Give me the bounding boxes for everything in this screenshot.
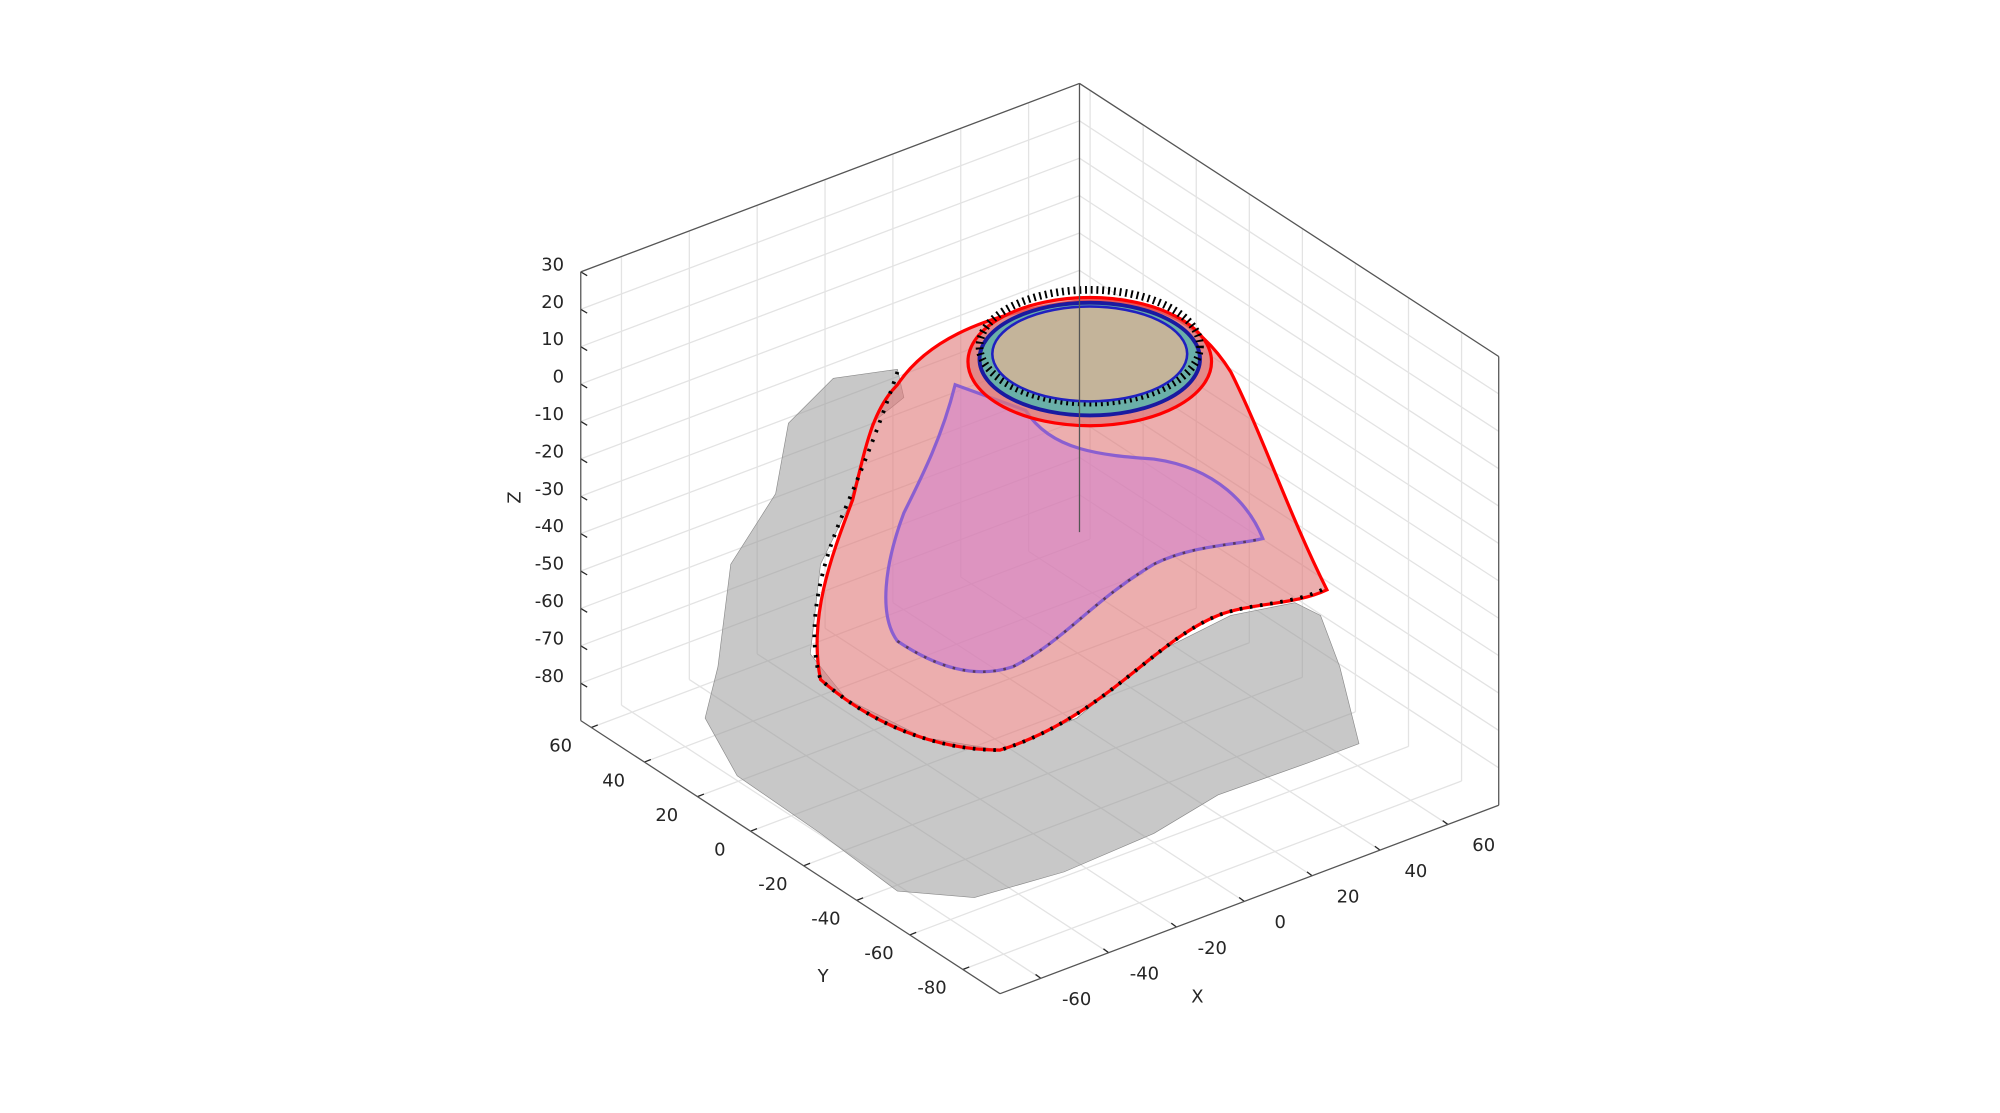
box-edge	[580, 82, 1080, 273]
x-tick-label: 0	[1274, 912, 1285, 933]
y-tick-label: 40	[602, 770, 625, 791]
z-tick	[580, 383, 588, 389]
grid-line	[580, 232, 1080, 423]
terrain-surface	[704, 368, 1360, 898]
z-tick	[580, 346, 588, 352]
z-tick-label: -20	[535, 441, 564, 462]
x-tick	[1306, 871, 1313, 877]
y-tick-label: 20	[655, 805, 678, 826]
y-tick	[697, 793, 705, 798]
z-tick-label: 30	[541, 254, 564, 275]
x-tick	[1238, 897, 1245, 902]
x-tick-label: 40	[1404, 861, 1427, 882]
grid-line	[580, 195, 1080, 385]
y-axis-label: Y	[817, 966, 829, 987]
surfaces	[704, 285, 1360, 898]
y-tick	[644, 758, 652, 763]
x-tick-label: 60	[1472, 835, 1495, 856]
y-tick-label: -80	[917, 978, 946, 999]
x-tick	[1442, 820, 1449, 825]
x-tick-label: -40	[1130, 963, 1159, 984]
y-tick	[909, 931, 917, 936]
z-axis-label: Z	[504, 491, 525, 503]
y-tick	[591, 724, 599, 729]
y-tick-label: 60	[549, 736, 572, 757]
z-tick-label: 10	[541, 329, 564, 350]
z-tick	[580, 308, 588, 314]
z-tick	[580, 458, 588, 464]
y-tick	[750, 828, 758, 832]
x-tick-label: -60	[1062, 989, 1091, 1010]
z-tick	[580, 495, 588, 501]
z-tick-label: 20	[541, 292, 564, 313]
x-tick	[1103, 948, 1109, 954]
x-axis-label: X	[1191, 987, 1203, 1008]
box-edge	[580, 720, 1001, 995]
z-tick-label: -50	[535, 554, 564, 575]
top-disc	[991, 305, 1189, 403]
z-tick	[580, 607, 588, 613]
grid-line	[909, 745, 1409, 936]
top-arrows	[975, 285, 1204, 407]
x-tick	[1374, 845, 1381, 851]
y-tick	[803, 862, 811, 867]
box-edge	[999, 804, 1499, 995]
grid-line	[1079, 157, 1500, 432]
grid-line	[580, 269, 1080, 460]
z-tick-label: 0	[553, 367, 564, 388]
axes: -60 -40 -20 0 20 40 60 -80 -60 -40 -20 0 20 40 60 -80 -7…	[535, 82, 1500, 1010]
grid-line	[1079, 232, 1500, 507]
grid-line	[580, 157, 1080, 348]
inner-surface	[884, 382, 1265, 674]
z-tick	[580, 271, 588, 277]
z-tick	[580, 682, 588, 688]
x-tick	[1035, 973, 1042, 979]
grid-line	[1079, 195, 1500, 470]
y-tick-label: -40	[811, 909, 840, 930]
y-tick-label: -60	[864, 943, 893, 964]
grid-line	[580, 120, 1080, 310]
x-tick-label: -20	[1198, 938, 1227, 959]
z-tick-label: -30	[535, 479, 564, 500]
z-tick-label: -40	[535, 516, 564, 537]
y-tick	[856, 897, 864, 901]
x-tick	[1170, 922, 1177, 928]
z-tick-label: -80	[535, 666, 564, 687]
z-tick-label: -60	[535, 591, 564, 612]
y-tick-label: 0	[714, 839, 725, 860]
z-tick	[580, 533, 588, 539]
z-tick	[580, 645, 588, 651]
box-edge	[1079, 82, 1500, 358]
z-tick	[580, 570, 588, 576]
y-tick-label: -20	[758, 874, 787, 895]
grid-line	[1079, 120, 1500, 395]
y-tick	[962, 966, 970, 971]
grid-line	[962, 780, 1462, 971]
x-tick-label: 20	[1337, 887, 1360, 908]
z-tick-label: -70	[535, 628, 564, 649]
z-tick-label: -10	[535, 404, 564, 425]
z-tick	[580, 420, 588, 426]
